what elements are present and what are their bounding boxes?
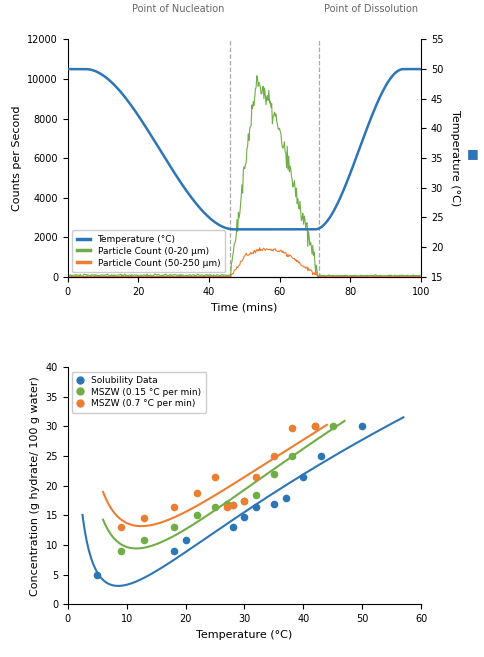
Point	[223, 501, 231, 512]
Point	[252, 472, 260, 482]
Point	[229, 499, 237, 510]
Point	[311, 421, 319, 432]
Point	[140, 535, 148, 545]
Point	[329, 421, 337, 432]
Point	[270, 468, 278, 479]
Point	[311, 421, 319, 432]
Point	[282, 492, 289, 503]
Point	[241, 511, 248, 522]
X-axis label: Time (mins): Time (mins)	[211, 302, 278, 312]
Point	[170, 546, 178, 556]
Point	[317, 451, 325, 461]
Y-axis label: Temperature (°C): Temperature (°C)	[450, 110, 460, 206]
Point	[252, 501, 260, 512]
X-axis label: Temperature (°C): Temperature (°C)	[197, 629, 292, 640]
Point	[182, 535, 189, 545]
Point	[287, 451, 295, 461]
Legend: Temperature (°C), Particle Count (0-20 μm), Particle Count (50-250 μm): Temperature (°C), Particle Count (0-20 μ…	[72, 231, 225, 272]
Point	[241, 495, 248, 506]
Point	[300, 472, 307, 482]
Point	[287, 422, 295, 433]
Point	[223, 498, 231, 509]
Point	[358, 421, 366, 432]
Point	[270, 498, 278, 509]
Point	[170, 501, 178, 512]
Legend: Solubility Data, MSZW (0.15 °C per min), MSZW (0.7 °C per min): Solubility Data, MSZW (0.15 °C per min),…	[72, 372, 206, 413]
Point	[170, 522, 178, 533]
Y-axis label: Counts per Second: Counts per Second	[12, 105, 22, 211]
Y-axis label: Concentration (g hydrate/ 100 g water): Concentration (g hydrate/ 100 g water)	[30, 376, 40, 596]
Point	[140, 513, 148, 524]
Text: Point of Nucleation: Point of Nucleation	[132, 5, 225, 14]
Point	[211, 501, 219, 512]
Point	[117, 522, 125, 533]
Point	[93, 570, 101, 580]
Point	[270, 451, 278, 461]
Point	[241, 495, 248, 506]
Point	[229, 522, 237, 533]
Point	[229, 499, 237, 510]
Point	[194, 487, 201, 498]
Point	[194, 510, 201, 520]
Point	[252, 489, 260, 500]
Point	[211, 472, 219, 482]
Text: Point of Dissolution: Point of Dissolution	[324, 5, 418, 14]
Text: ■: ■	[467, 147, 479, 160]
Point	[117, 546, 125, 556]
